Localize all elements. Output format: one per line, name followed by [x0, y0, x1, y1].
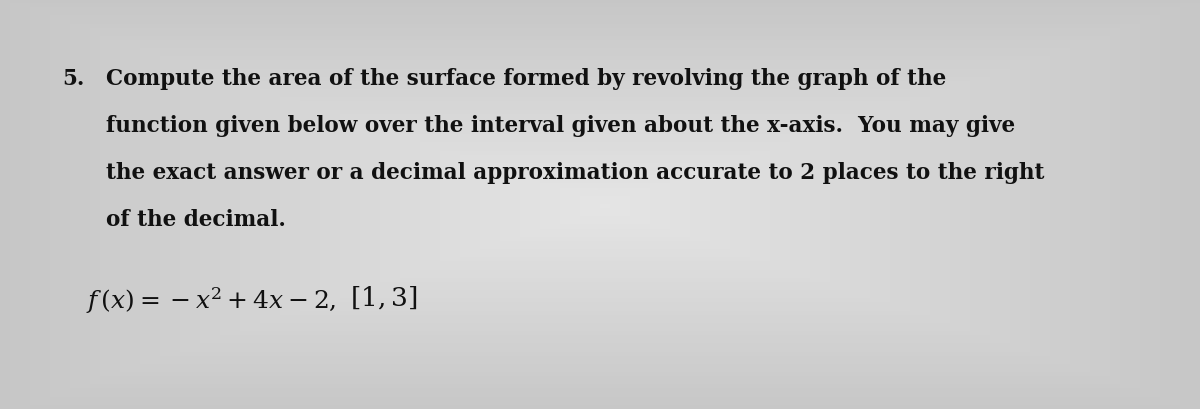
- Text: Compute the area of the surface formed by revolving the graph of the: Compute the area of the surface formed b…: [106, 67, 946, 90]
- Text: of the decimal.: of the decimal.: [106, 209, 286, 231]
- Text: 5.: 5.: [62, 67, 85, 90]
- Text: $f\,(x)=-x^{2}+4x-2,$: $f\,(x)=-x^{2}+4x-2,$: [86, 284, 337, 315]
- Text: the exact answer or a decimal approximation accurate to 2 places to the right: the exact answer or a decimal approximat…: [106, 162, 1044, 184]
- Text: function given below over the interval given about the x-axis.  You may give: function given below over the interval g…: [106, 115, 1015, 137]
- Text: $[1,3]$: $[1,3]$: [350, 284, 418, 311]
